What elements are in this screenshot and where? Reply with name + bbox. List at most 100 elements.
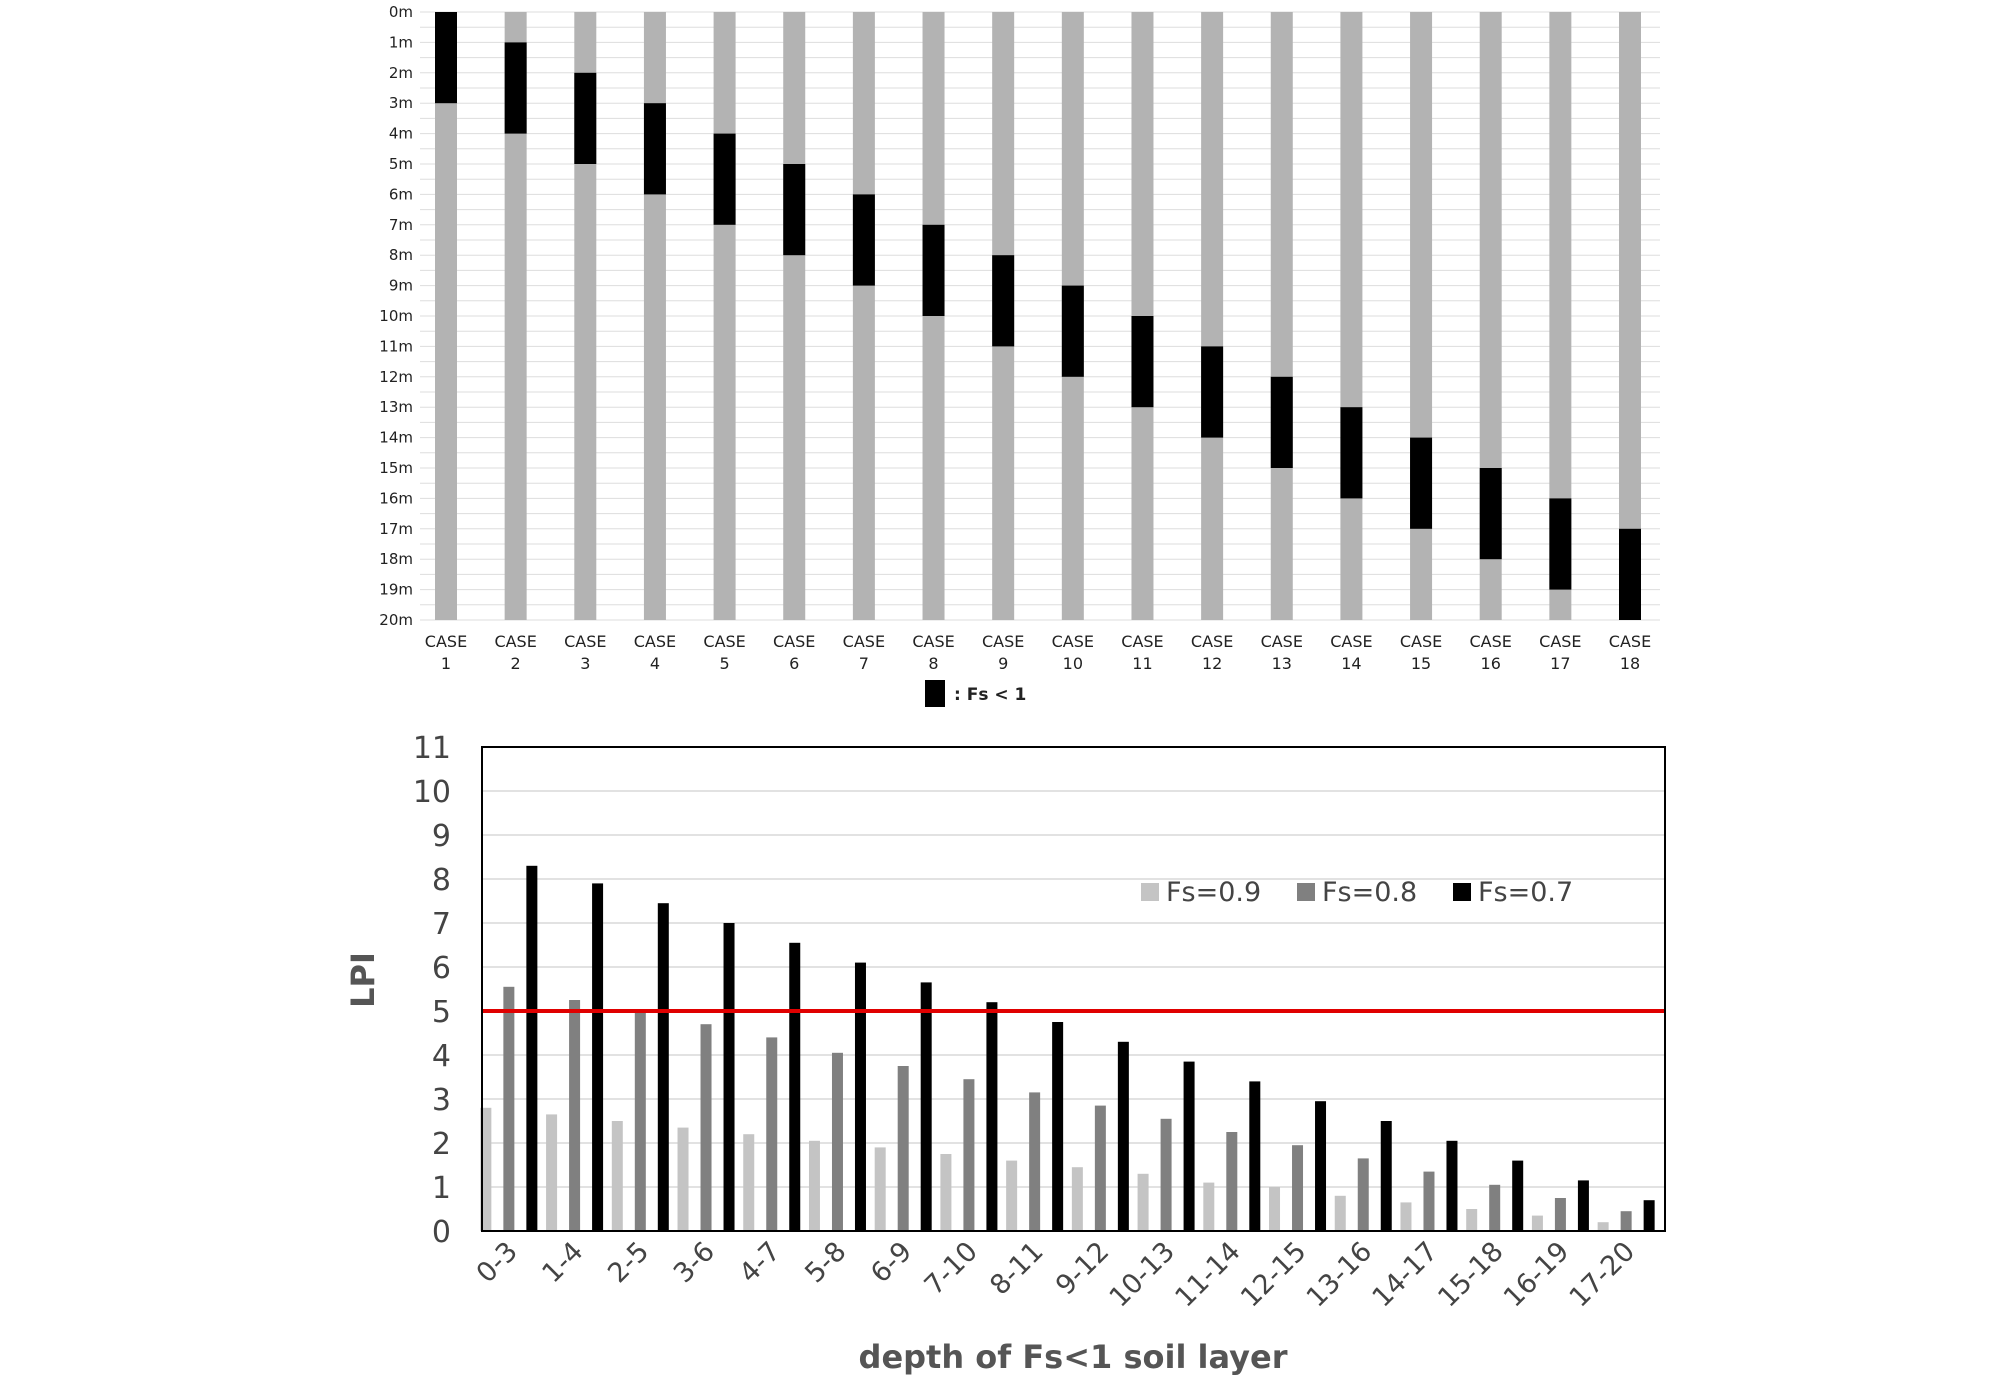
depth-tick-label: 5m (389, 155, 413, 173)
depth-tick-label: 1m (389, 33, 413, 51)
lpi-bar (1203, 1182, 1215, 1231)
lpi-bar (634, 1011, 646, 1231)
lpi-bar (766, 1037, 778, 1231)
lpi-bar (831, 1052, 843, 1231)
case-label-line1: CASE (1121, 632, 1163, 651)
lpi-bar (1400, 1202, 1412, 1231)
case-label-line2: 5 (719, 654, 729, 673)
lpi-bar (1094, 1105, 1106, 1231)
lpi-bar (1071, 1167, 1083, 1231)
fs-lt1-layer (1340, 407, 1363, 499)
x-tick-label: 17-20 (1564, 1236, 1641, 1313)
case-label-line2: 7 (859, 654, 869, 673)
x-tick-label: 10-13 (1104, 1236, 1181, 1313)
soil-column (852, 12, 875, 620)
case-label-line1: CASE (634, 632, 676, 651)
case-label-line2: 17 (1550, 654, 1570, 673)
case-label-line2: 9 (998, 654, 1008, 673)
case-label-line1: CASE (1609, 632, 1651, 651)
lpi-bar (1466, 1209, 1478, 1231)
fs-lt1-layer (1061, 285, 1084, 377)
fs-lt1-layer (1479, 468, 1502, 560)
fs-lt1-layer (643, 103, 666, 195)
fs-lt1-layer (922, 224, 945, 316)
lpi-bar (1554, 1198, 1566, 1231)
case-label-line1: CASE (1470, 632, 1512, 651)
lpi-x-ticks: 0-3 1-4 2-5 3-6 4-7 5-8 6-9 7-10 8-11 9-1210-1311… (471, 1236, 1641, 1313)
fs-lt1-layer (1270, 376, 1293, 468)
lpi-bars (480, 865, 1655, 1231)
lpi-bar (611, 1121, 623, 1231)
fs-lt1-layer (574, 72, 597, 164)
soil-column (713, 12, 736, 620)
lpi-bar (743, 1134, 755, 1231)
depth-tick-label: 0m (389, 3, 413, 21)
x-axis-title: depth of Fs<1 soil layer (859, 1338, 1288, 1376)
depth-tick-label: 17m (379, 520, 413, 538)
depth-tick-label: 8m (389, 246, 413, 264)
legend-label: Fs=0.7 (1478, 877, 1573, 908)
x-tick-label: 6-9 (865, 1236, 918, 1289)
lpi-bar (1183, 1061, 1195, 1231)
soil-column (435, 12, 457, 620)
x-tick-label: 13-16 (1301, 1236, 1378, 1313)
lpi-bar (1006, 1160, 1018, 1231)
case-label-line2: 13 (1272, 654, 1292, 673)
x-tick-label: 15-18 (1432, 1236, 1509, 1313)
lpi-bar (1249, 1081, 1261, 1231)
depth-tick-label: 11m (379, 337, 413, 355)
fs-legend: : Fs < 1 (925, 680, 1026, 707)
case-label-line2: 16 (1481, 654, 1501, 673)
soil-column (1619, 12, 1641, 620)
depth-tick-label: 9m (389, 277, 413, 295)
legend-swatch (1141, 883, 1159, 901)
lpi-bar (1117, 1041, 1129, 1231)
x-tick-label: 12-15 (1235, 1236, 1312, 1313)
case-label-line2: 8 (928, 654, 938, 673)
case-label-line2: 11 (1132, 654, 1152, 673)
case-label-line1: CASE (494, 632, 536, 651)
lpi-bar (789, 942, 801, 1231)
fs-lt1-layer (1410, 437, 1433, 529)
x-tick-label: 4-7 (734, 1236, 787, 1289)
depth-tick-label: 4m (389, 125, 413, 143)
depth-axis-labels: 0m 1m 2m 3m 4m 5m 6m 7m 8m 9m 10m 11m 12m 13m 14m 15m 16… (379, 3, 413, 629)
lpi-bar (1334, 1195, 1346, 1231)
fs-lt1-layer (783, 164, 806, 256)
legend-swatch (1453, 883, 1471, 901)
lpi-bar (940, 1154, 952, 1231)
soil-column (783, 12, 806, 620)
lpi-bar (1512, 1160, 1524, 1231)
fs-lt1-layer (435, 12, 457, 104)
lpi-bar (526, 865, 538, 1231)
lpi-bar (1226, 1132, 1238, 1231)
case-label-line1: CASE (564, 632, 606, 651)
plot-frame (481, 746, 1666, 1232)
case-label-line2: 6 (789, 654, 799, 673)
depth-tick-label: 19m (379, 581, 413, 599)
lpi-bar (1531, 1215, 1543, 1231)
soil-column (1270, 12, 1293, 620)
soil-column (504, 12, 527, 620)
lpi-bar-chart: 0 1 2 3 4 5 6 7 8 9 10 11 0-3 1-4 2-5 3-6 4-7 5-8 6-9 7-10… (344, 731, 1666, 1376)
fs-lt1-layer (992, 255, 1015, 347)
x-tick-label: 14-17 (1367, 1236, 1444, 1313)
x-tick-label: 11-14 (1169, 1236, 1246, 1313)
case-label-line1: CASE (1400, 632, 1442, 651)
case-label-line2: 14 (1341, 654, 1361, 673)
y-axis-title: LPI (344, 952, 382, 1008)
lpi-bar (1620, 1211, 1632, 1231)
y-tick-label: 6 (432, 951, 451, 986)
y-tick-label: 10 (413, 775, 451, 810)
lpi-bar (1052, 1022, 1064, 1231)
y-tick-label: 3 (432, 1083, 451, 1118)
case-label-line2: 10 (1063, 654, 1083, 673)
y-tick-label: 8 (432, 863, 451, 898)
case-label-line1: CASE (843, 632, 885, 651)
case-columns (435, 12, 1641, 620)
lpi-bar (1137, 1173, 1149, 1231)
y-tick-label: 5 (432, 995, 451, 1030)
case-label-line1: CASE (1539, 632, 1581, 651)
depth-tick-label: 6m (389, 185, 413, 203)
x-tick-label: 3-6 (668, 1236, 721, 1289)
